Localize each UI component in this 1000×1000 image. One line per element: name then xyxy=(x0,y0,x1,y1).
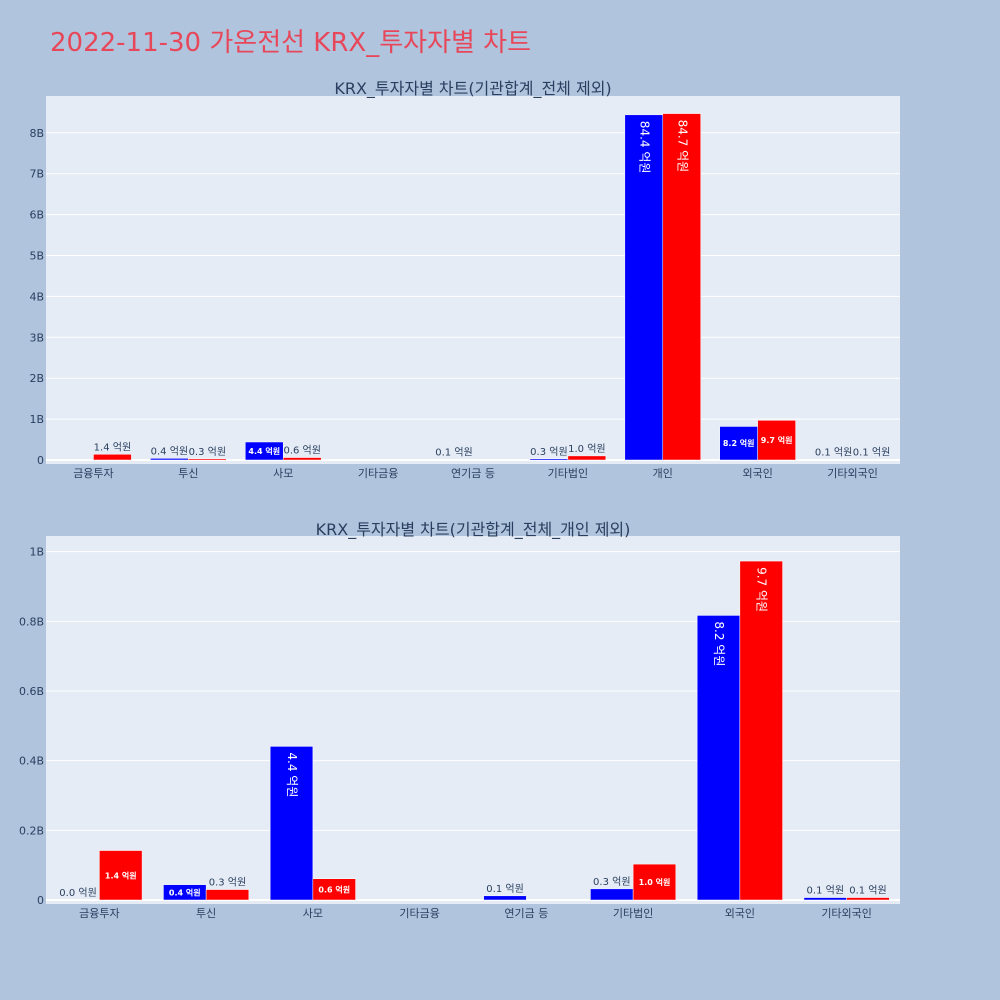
data-label: 0.3 억원 xyxy=(530,446,567,458)
data-label: 1.4 억원 xyxy=(105,870,137,880)
x-tick-label: 금융투자 xyxy=(73,467,113,480)
data-label: 0.0 억원 xyxy=(59,887,96,899)
y-tick-label: 1B xyxy=(29,413,44,426)
data-label: 0.1 억원 xyxy=(807,885,844,897)
x-tick-label: 외국인 xyxy=(742,467,772,480)
y-tick-label: 2B xyxy=(29,372,44,385)
x-tick-label: 금융투자 xyxy=(79,907,119,920)
data-label: 84.4 억원 xyxy=(637,121,651,174)
bar xyxy=(93,454,132,461)
data-label: 84.7 억원 xyxy=(675,120,689,173)
data-label: 0.4 억원 xyxy=(151,445,188,457)
x-tick-label: 외국인 xyxy=(725,907,755,920)
bar xyxy=(150,458,189,461)
data-label: 0.1 억원 xyxy=(435,447,472,459)
bar xyxy=(696,615,741,901)
bar xyxy=(624,114,664,461)
data-label: 0.1 억원 xyxy=(486,883,523,895)
data-label: 9.7 억원 xyxy=(761,435,793,445)
data-label: 0.1 억원 xyxy=(815,447,852,459)
bar xyxy=(719,426,758,461)
bar xyxy=(245,441,284,461)
x-tick-label: 기타법인 xyxy=(613,907,653,920)
y-tick-label: 1B xyxy=(29,546,44,559)
data-label: 0.1 억원 xyxy=(853,447,890,459)
plot-area-top xyxy=(46,96,900,464)
x-tick-label: 기타금융 xyxy=(399,907,439,920)
x-tick-label: 투신 xyxy=(196,907,216,920)
data-label: 9.7 억원 xyxy=(755,567,769,612)
y-tick-label: 0 xyxy=(37,454,44,467)
y-tick-label: 3B xyxy=(29,331,44,344)
bar xyxy=(757,420,796,461)
bar xyxy=(846,897,890,901)
y-tick-label: 0.8B xyxy=(19,615,44,628)
data-label: 8.2 억원 xyxy=(723,438,755,448)
x-tick-label: 사모 xyxy=(303,907,323,920)
data-label: 0.1 억원 xyxy=(849,885,886,897)
x-tick-label: 기타외국인 xyxy=(821,907,872,920)
y-tick-label: 4B xyxy=(29,290,44,303)
bar xyxy=(188,458,227,461)
bar xyxy=(312,878,356,901)
x-tick-label: 기타금융 xyxy=(358,467,398,480)
chart-top-title: KRX_투자자별 차트(기관합계_전체 제외) xyxy=(334,79,611,99)
x-tick-label: 개인 xyxy=(653,467,673,480)
bar xyxy=(269,746,314,901)
x-tick-label: 기타외국인 xyxy=(827,467,878,480)
data-label: 0.6 억원 xyxy=(318,884,350,894)
bar xyxy=(739,560,783,901)
chart-bottom-title: KRX_투자자별 차트(기관합계_전체_개인 제외) xyxy=(316,520,631,540)
page-title: 2022-11-30 가온전선 KRX_투자자별 차트 xyxy=(50,28,532,58)
y-tick-label: 0.6B xyxy=(19,685,44,698)
chart-bottom: KRX_투자자별 차트(기관합계_전체_개인 제외) 0 0.2B 0.4B 0.6B… xyxy=(19,520,900,920)
y-tick-label: 5B xyxy=(29,250,44,263)
data-label: 0.3 억원 xyxy=(189,446,226,458)
chart-top: KRX_투자자별 차트(기관합계_전체 제외) 0 1B 2B 3B 4B 5B 6B 7B 8… xyxy=(29,79,900,480)
bar xyxy=(803,897,847,901)
bar xyxy=(662,113,701,461)
data-label: 0.3 억원 xyxy=(593,876,630,888)
bar xyxy=(590,888,634,901)
bar xyxy=(632,863,677,901)
y-tick-label: 0.4B xyxy=(19,755,44,768)
bar xyxy=(529,458,569,461)
data-label: 0.3 억원 xyxy=(209,877,246,889)
data-label: 1.4 억원 xyxy=(94,441,131,453)
bar xyxy=(483,895,527,901)
data-label: 0.6 억원 xyxy=(283,445,320,457)
data-label: 4.4 억원 xyxy=(248,446,280,456)
x-tick-label: 사모 xyxy=(273,467,293,480)
data-label: 1.0 억원 xyxy=(639,877,671,887)
y-tick-label: 0.2B xyxy=(19,824,44,837)
x-tick-label: 기타법인 xyxy=(548,467,588,480)
y-tick-label: 6B xyxy=(29,209,44,222)
x-tick-label: 투신 xyxy=(178,467,198,480)
x-tick-label: 연기금 등 xyxy=(504,907,548,920)
data-label: 4.4 억원 xyxy=(285,752,299,797)
bar xyxy=(282,457,322,461)
data-label: 0.4 억원 xyxy=(169,887,201,897)
bar xyxy=(99,850,143,901)
y-tick-label: 7B xyxy=(29,168,44,181)
y-tick-label: 0 xyxy=(37,894,44,907)
data-label: 8.2 억원 xyxy=(712,621,726,666)
data-label: 1.0 억원 xyxy=(568,443,605,455)
bar xyxy=(567,455,607,461)
bar xyxy=(205,889,250,901)
y-tick-label: 8B xyxy=(29,127,44,140)
x-tick-label: 연기금 등 xyxy=(451,467,495,480)
